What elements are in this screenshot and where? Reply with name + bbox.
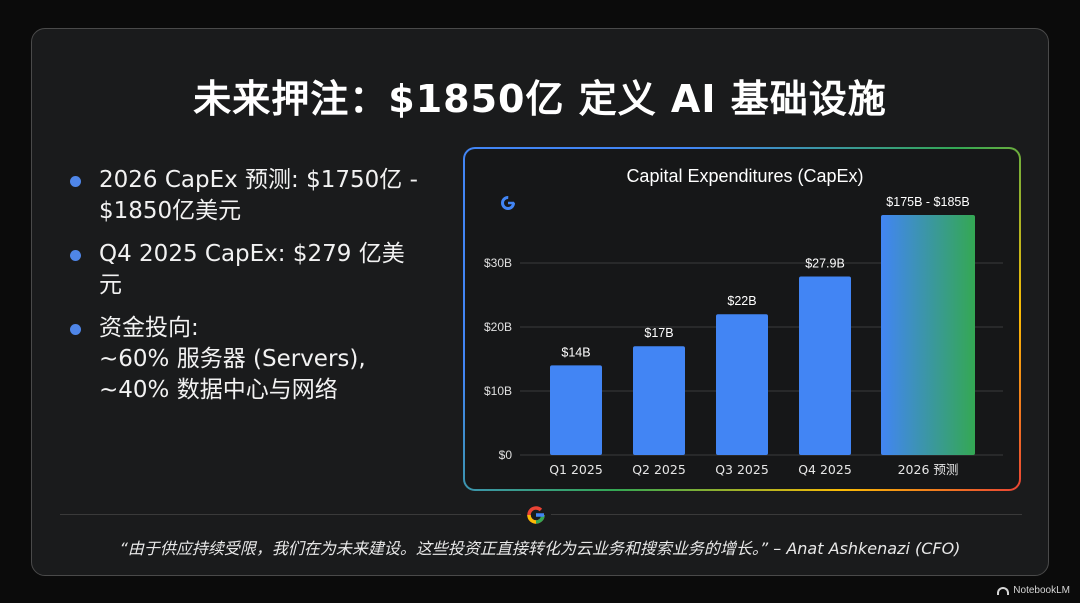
x-tick-label: 2026 预测 [898,462,959,477]
bullet-dot-icon [70,176,81,187]
x-tick-label: Q2 2025 [632,462,686,477]
chart-title: Capital Expenditures (CapEx) [626,166,863,186]
bullet-dot-icon [70,250,81,261]
bullet-line: Q4 2025 CapEx: $279 亿美 [99,241,405,267]
data-label: $14B [561,345,590,359]
bullet-line: 元 [99,272,122,298]
capex-bar-chart: Capital Expenditures (CapEx) $0 $10B $20B $… [484,166,1003,477]
chart-area: Capital Expenditures (CapEx) $0 $10B $20B $… [465,149,1019,489]
data-label: $175B - $185B [886,195,969,209]
data-label: $27.9B [805,256,845,270]
bullet-line: 2026 CapEx 预测: $1750亿 - [99,167,418,193]
data-label: $17B [644,326,673,340]
brand-label: NotebookLM [1013,585,1070,596]
y-tick-label: $20B [484,320,512,334]
brand-badge: NotebookLM [997,585,1070,596]
bullet-fund-allocation: 资金投向: ~60% 服务器 (Servers), ~40% 数据中心与网络 [68,313,448,406]
bullet-list: 2026 CapEx 预测: $1750亿 - $1850亿美元 Q4 2025… [68,165,448,418]
x-tick-label: Q4 2025 [798,462,852,477]
cfo-quote: “由于供应持续受限，我们在为未来建设。这些投资正直接转化为云业务和搜索业务的增长… [119,539,961,558]
chart-card: Capital Expenditures (CapEx) $0 $10B $20B $… [463,147,1021,491]
bullet-line: 资金投向: [99,315,199,341]
bullet-line: ~40% 数据中心与网络 [99,377,338,403]
google-g-icon [521,500,551,530]
bullet-dot-icon [70,324,81,335]
y-tick-label: $10B [484,384,512,398]
slide-title: 未来押注：$1850亿 定义 AI 基础设施 [193,77,887,121]
bar-3 [799,276,851,455]
bullet-line: ~60% 服务器 (Servers), [99,346,366,372]
bar-0 [550,365,602,455]
bar-1 [633,346,685,455]
x-tick-label: Q1 2025 [549,462,603,477]
data-label: $22B [727,294,756,308]
bar-2 [716,314,768,455]
x-tick-label: Q3 2025 [715,462,769,477]
notebooklm-icon [997,586,1010,595]
bullet-q4-capex: Q4 2025 CapEx: $279 亿美 元 [68,239,448,301]
bullet-line: $1850亿美元 [99,198,242,224]
bullet-capex-forecast: 2026 CapEx 预测: $1750亿 - $1850亿美元 [68,165,448,227]
y-tick-label: $0 [499,448,513,462]
bar-4 [881,215,975,455]
google-g-icon [501,196,515,210]
y-tick-label: $30B [484,256,512,270]
